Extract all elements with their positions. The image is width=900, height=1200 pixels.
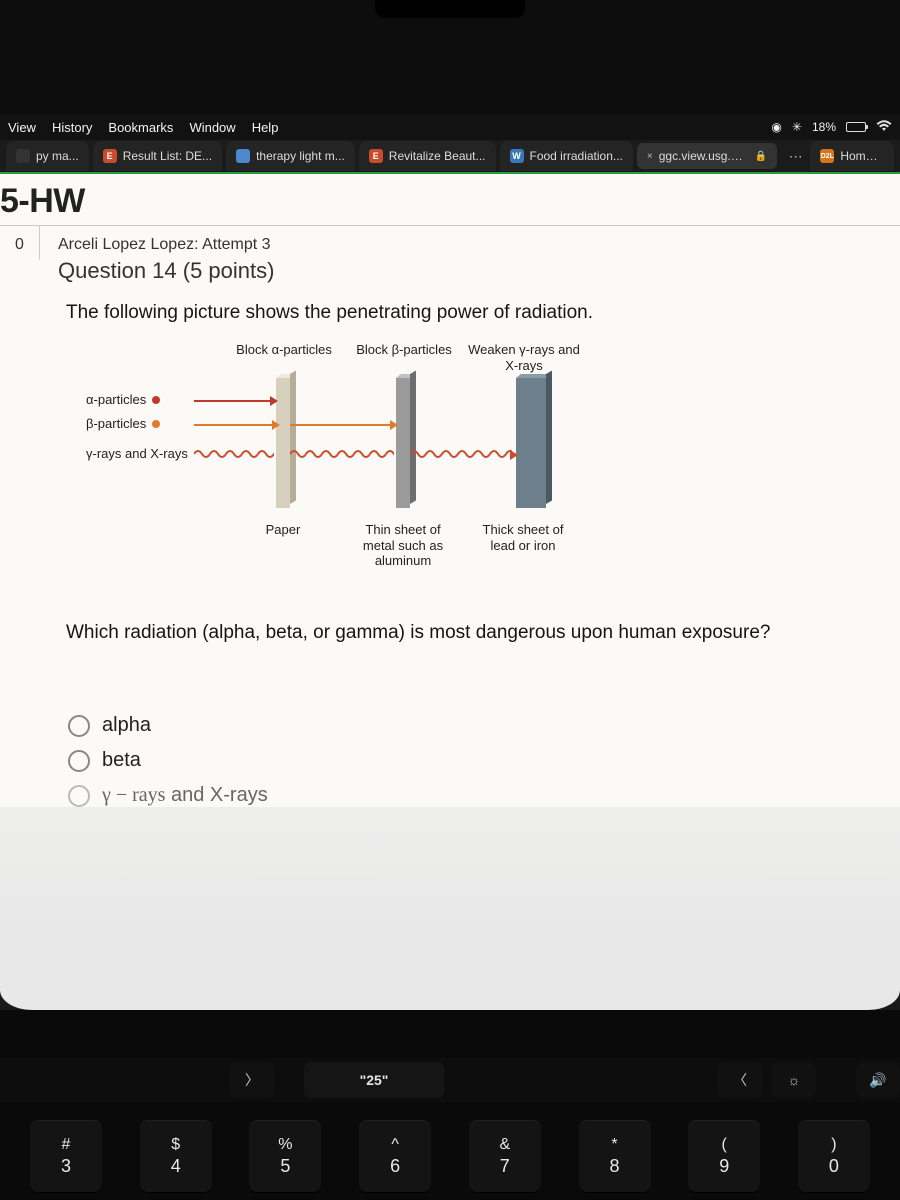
tab-label: Result List: DE... [123,149,212,163]
lock-icon: 🔒 [754,151,766,162]
diagram-wave [290,447,394,461]
battery-percent: 18% [812,120,836,134]
arrowhead-icon [510,450,518,460]
menu-window[interactable]: Window [189,120,235,135]
option-label: γ − rays and X-rays [102,784,268,807]
tab-favicon: E [369,149,383,163]
diagram-barrier [396,378,410,508]
keyboard-key[interactable]: $4 [140,1120,212,1192]
touchbar-suggestion[interactable]: "25" [304,1062,444,1098]
radiation-diagram: Block α-particlesBlock β-particlesWeaken… [86,342,646,602]
touchbar-volume-icon[interactable]: 🔊 [856,1062,900,1098]
diagram-header: Block α-particles [224,342,344,358]
tab-favicon: E [103,149,117,163]
address-text: ggc.view.usg.edu [659,149,749,163]
macos-menubar: View History Bookmarks Window Help ◉ ✳ 1… [0,114,900,140]
browser-tab[interactable]: E Result List: DE... [93,141,222,171]
arrowhead-icon [390,420,398,430]
touch-bar: 〉 "25" 〈 ☼ 🔊 [0,1058,900,1102]
browser-tab[interactable]: E Revitalize Beaut... [359,141,496,171]
diagram-header: Block β-particles [344,342,464,358]
diagram-barrier-label: Thin sheet of metal such as aluminum [348,522,458,569]
camera-notch [375,0,525,18]
diagram-row-label: β-particles [86,416,160,431]
number-key-row: #3 $4 %5 ^6&7 *8 (9 )0 [0,1120,900,1200]
diagram-ray [290,424,392,426]
diagram-barrier [516,378,546,508]
tab-label: Homepa [840,149,884,163]
keyboard-key[interactable]: #3 [30,1120,102,1192]
wifi-icon[interactable] [876,120,892,135]
attempt-index: 0 [0,226,40,260]
diagram-barrier-label: Thick sheet of lead or iron [468,522,578,553]
diagram-row-label: γ-rays and X-rays [86,446,188,461]
tab-favicon [236,149,250,163]
page-content: 5-HW 0 Arceli Lopez Lopez: Attempt 3 Que… [0,174,900,807]
close-icon[interactable]: × [647,151,653,162]
browser-tab[interactable]: py ma... [6,141,89,171]
option-label: beta [102,749,141,772]
touchbar-chevron-right-icon[interactable]: 〉 [230,1062,274,1098]
keyboard-key[interactable]: ^6 [359,1120,431,1192]
option-label: alpha [102,714,151,737]
option-beta[interactable]: beta [68,749,876,772]
radio-icon [68,785,90,807]
tab-label: therapy light m... [256,149,345,163]
menu-history[interactable]: History [52,120,92,135]
battery-icon[interactable] [846,122,866,132]
diagram-wave [194,447,274,461]
answer-options: alpha beta γ − rays and X-rays [66,714,876,807]
keyboard-key[interactable]: *8 [579,1120,651,1192]
arrowhead-icon [272,420,280,430]
screen-record-icon[interactable]: ◉ [771,120,781,134]
keyboard-area: 〉 "25" 〈 ☼ 🔊 #3 $4 %5 ^6&7 *8 (9 )0 [0,1010,900,1200]
browser-tab-homepage[interactable]: D2L Homepa [810,141,894,171]
diagram-ray [194,424,274,426]
menu-view[interactable]: View [8,120,36,135]
option-gamma-xrays[interactable]: γ − rays and X-rays [68,784,876,807]
assignment-title: 5-HW [0,174,900,225]
tab-overflow-icon[interactable]: ⋯ [785,148,806,165]
tab-label: Food irradiation... [530,149,623,163]
menu-help[interactable]: Help [252,120,279,135]
option-alpha[interactable]: alpha [68,714,876,737]
top-bezel [0,0,900,114]
tab-favicon [16,149,30,163]
browser-tab[interactable]: W Food irradiation... [500,141,633,171]
radio-icon [68,715,90,737]
arrowhead-icon [270,396,278,406]
attempt-row: 0 Arceli Lopez Lopez: Attempt 3 [0,225,900,260]
keyboard-key[interactable]: )0 [798,1120,870,1192]
touchbar-chevron-left-icon[interactable]: 〈 [718,1062,762,1098]
browser-tabstrip: py ma... E Result List: DE... therapy light… [0,140,900,174]
laptop-screen: View History Bookmarks Window Help ◉ ✳ 1… [0,0,900,1010]
diagram-wave [410,447,512,461]
bluetooth-icon[interactable]: ✳ [792,120,802,134]
tab-favicon: W [510,149,524,163]
attempt-text: Arceli Lopez Lopez: Attempt 3 [40,226,900,260]
keyboard-key[interactable]: &7 [469,1120,541,1192]
question-intro: The following picture shows the penetrat… [66,302,876,324]
browser-tab[interactable]: therapy light m... [226,141,355,171]
diagram-ray [194,400,272,402]
tab-label: Revitalize Beaut... [389,149,486,163]
diagram-header: Weaken γ-rays and X-rays [464,342,584,373]
question-label: Question 14 (5 points) [0,258,900,284]
menu-bookmarks[interactable]: Bookmarks [108,120,173,135]
address-bar-tab[interactable]: × ggc.view.usg.edu 🔒 [637,143,777,169]
radio-icon [68,750,90,772]
tab-label: py ma... [36,149,79,163]
keyboard-key[interactable]: (9 [688,1120,760,1192]
question-text: Which radiation (alpha, beta, or gamma) … [66,622,876,644]
touchbar-brightness-icon[interactable]: ☼ [772,1062,816,1098]
diagram-barrier-label: Paper [228,522,338,538]
tab-favicon: D2L [820,149,834,163]
diagram-barrier [276,378,290,508]
diagram-row-label: α-particles [86,392,160,407]
keyboard-key[interactable]: %5 [249,1120,321,1192]
